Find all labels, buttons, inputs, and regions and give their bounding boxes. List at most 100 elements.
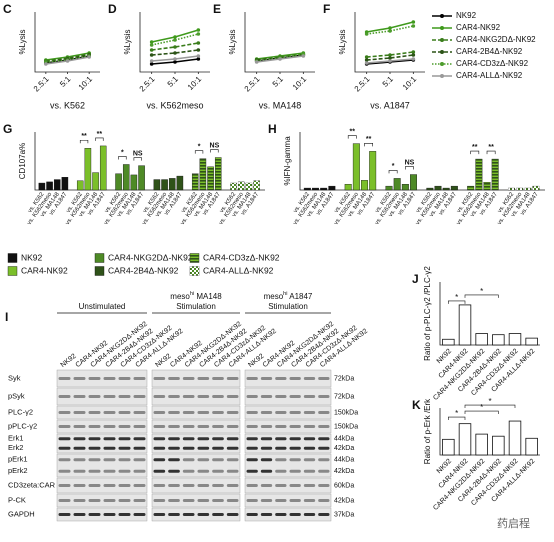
bar [492, 435, 505, 456]
point [364, 32, 369, 36]
blot-band [168, 446, 180, 450]
row-label: PLC-γ2 [8, 407, 33, 416]
blot-band [226, 458, 239, 462]
blot-band [88, 499, 101, 502]
legend-swatch [94, 266, 105, 276]
blot-band [275, 395, 287, 398]
blot-band [168, 484, 180, 487]
blot-band [58, 499, 71, 502]
bar [84, 148, 92, 191]
blot-band [303, 446, 316, 450]
blot-band [260, 425, 273, 428]
legend-swatch [94, 253, 105, 263]
bar [328, 185, 336, 191]
blot-band [73, 411, 86, 414]
blot-strip [151, 405, 241, 420]
legend-label: CAR4-NKG2DΔ-NK92 [108, 252, 193, 262]
blot-band [226, 437, 239, 441]
blot-band [303, 395, 316, 398]
blot-band [212, 437, 224, 441]
blot-strip [244, 369, 332, 388]
legend-marker [440, 50, 444, 54]
blot-strip [56, 477, 148, 494]
bar-pattern [199, 158, 206, 190]
legend-marker [440, 74, 444, 78]
blot-band [260, 513, 273, 516]
blot-strip [56, 405, 148, 420]
blot-band [182, 484, 195, 487]
point [44, 62, 48, 66]
point [364, 58, 369, 62]
group-title-sup: hi [283, 291, 287, 297]
bar [122, 164, 130, 191]
kda-label: 44kDa [334, 457, 354, 464]
bar-pattern [230, 183, 237, 190]
bar [475, 333, 488, 346]
y-axis-label: %Lysis [338, 29, 347, 54]
point [149, 59, 154, 63]
point [173, 57, 177, 61]
blot-band [168, 425, 180, 428]
blot-band [58, 377, 71, 380]
blot-band [275, 437, 287, 441]
row-label: pPLC-γ2 [8, 421, 37, 430]
bar [410, 174, 417, 191]
row-label: pErk1 [8, 455, 28, 464]
blot-band [88, 395, 101, 398]
bar [176, 175, 184, 191]
point [254, 60, 259, 64]
blot-band [246, 469, 258, 473]
lane-label: NK92 [154, 353, 172, 369]
bar [475, 433, 488, 456]
blot-band [73, 377, 86, 380]
point [196, 32, 201, 36]
blot-band [73, 469, 86, 473]
blot-band [182, 513, 195, 516]
y-axis-label: CD107a% [18, 143, 27, 179]
blot-band [197, 425, 210, 428]
x-axis-label: vs. MA148 [259, 100, 302, 110]
sig-label: NS [405, 159, 415, 166]
bar-pattern [207, 166, 214, 190]
row-label: GAPDH [8, 509, 35, 518]
bar [369, 151, 377, 191]
blot-band [168, 458, 180, 462]
kda-label: 42kDa [334, 497, 354, 504]
bar [450, 185, 458, 191]
blot-band [197, 411, 210, 414]
blot-band [197, 395, 210, 398]
group-title-main: meso [264, 292, 284, 301]
blot-band [289, 395, 301, 398]
blot-band [168, 469, 180, 473]
bar [153, 179, 161, 191]
blot-band [88, 484, 101, 487]
point [173, 51, 177, 55]
blot-band [88, 411, 101, 414]
panel-letter: K [412, 398, 421, 412]
blot-band [246, 425, 258, 428]
blot-band [73, 446, 86, 450]
blot-strip [56, 419, 148, 434]
legend-label: CAR4-2B4Δ-NK92 [108, 265, 179, 275]
blot-band [118, 437, 131, 441]
blot-band [88, 377, 101, 380]
blot-band [182, 437, 195, 441]
kda-label: 42kDa [334, 468, 354, 475]
x-axis-label: vs. A1847 [370, 100, 410, 110]
group-title-main: meso [170, 292, 190, 301]
blot-band [153, 425, 166, 428]
blot-strip [151, 477, 241, 494]
legend-label: CAR4-ALLΔ-NK92 [203, 265, 274, 275]
row-label: Erk1 [8, 434, 23, 443]
bar [53, 179, 61, 191]
kda-label: 72kDa [334, 375, 354, 382]
blot-band [303, 437, 316, 441]
blot-band [303, 377, 316, 380]
blot-band [118, 499, 131, 502]
point [173, 35, 177, 39]
blot-strip [56, 507, 148, 522]
blot-band [289, 469, 301, 473]
blot-band [153, 395, 166, 398]
point [149, 53, 154, 57]
legend-marker [440, 26, 444, 30]
